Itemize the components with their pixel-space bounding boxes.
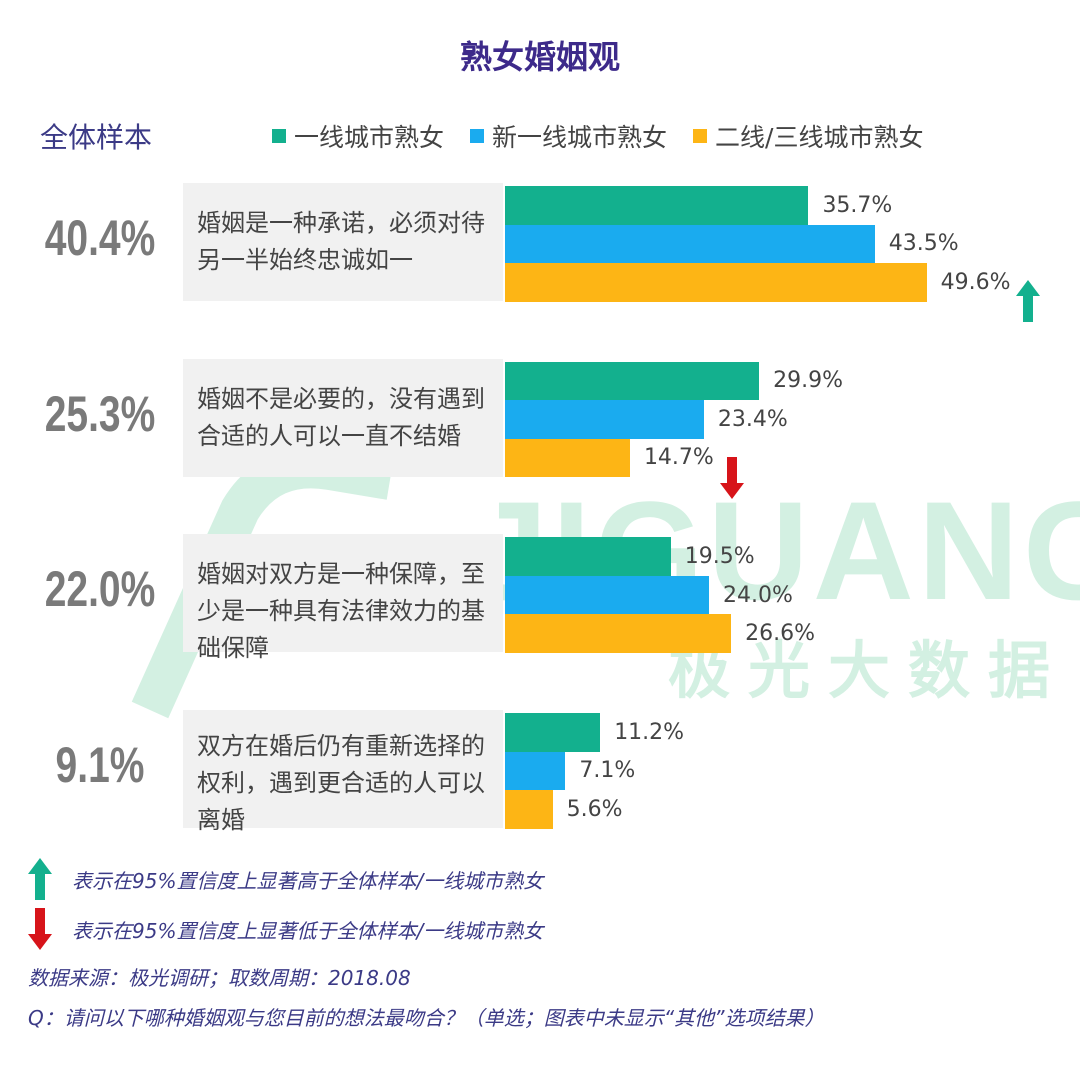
category-label: 双方在婚后仍有重新选择的权利，遇到更合适的人可以离婚	[197, 732, 485, 835]
bar	[505, 400, 704, 439]
legend-item: 二线/三线城市熟女	[693, 118, 923, 154]
legend-label: 二线/三线城市熟女	[715, 123, 924, 152]
note-text: 表示在95%置信度上显著低于全体样本/一线城市熟女	[72, 918, 544, 943]
value-label: 19.5%	[685, 537, 755, 576]
bar	[505, 361, 760, 401]
value-label: 29.9%	[773, 362, 843, 401]
value-label: 43.5%	[889, 225, 959, 264]
value-label-text: 24.0%	[723, 582, 793, 608]
value-label: 14.7%	[643, 439, 744, 499]
bar	[505, 713, 601, 752]
bar	[505, 790, 553, 829]
legend-swatch	[693, 129, 708, 143]
value-label: 26.6%	[745, 614, 815, 653]
category-box: 婚姻对双方是一种保障，至少是一种具有法律效力的基础保障	[183, 534, 503, 662]
legend-swatch	[470, 129, 485, 143]
total-label: 22.0%	[44, 561, 156, 618]
total-header: 全体样本	[40, 121, 153, 154]
bar	[505, 186, 809, 225]
category-box: 婚姻不是必要的，没有遇到合适的人可以一直不结婚	[183, 358, 503, 477]
watermark-sub: 极光大数据	[668, 637, 1069, 706]
significance-arrow	[719, 456, 744, 499]
bar	[505, 751, 566, 791]
legend: 一线城市熟女 新一线城市熟女 二线/三线城市熟女	[272, 118, 923, 154]
total-label: 40.4%	[44, 210, 156, 266]
value-label-text: 11.2%	[614, 719, 685, 745]
total-label: 9.1%	[55, 737, 145, 794]
value-label: 49.6%	[940, 263, 1041, 323]
value-label-text: 35.7%	[822, 192, 893, 218]
value-label: 7.1%	[579, 752, 635, 791]
chart-title: 熟女婚姻观	[459, 38, 620, 76]
note-row: 表示在95%置信度上显著高于全体样本/一线城市熟女	[28, 858, 543, 900]
question: Q：请问以下哪种婚姻观与您目前的想法最吻合？（单选；图表中未显示“其他”选项结果…	[28, 1006, 825, 1030]
value-label: 24.0%	[723, 576, 793, 615]
total-label: 25.3%	[44, 385, 156, 442]
value-label: 5.6%	[567, 790, 623, 829]
value-label-text: 29.9%	[773, 368, 844, 394]
bar	[505, 224, 875, 263]
value-label-text: 19.5%	[684, 544, 755, 570]
category-label: 婚姻是一种承诺，必须对待另一半始终忠诚如一	[197, 209, 485, 274]
bar	[505, 614, 732, 653]
significance-arrow	[28, 858, 52, 900]
value-label-text: 43.5%	[888, 231, 959, 257]
significance-arrow	[28, 908, 52, 950]
legend-item: 新一线城市熟女	[470, 118, 667, 154]
value-label-text: 14.7%	[643, 445, 714, 471]
category-box: 婚姻是一种承诺，必须对待另一半始终忠诚如一	[183, 183, 503, 301]
legend-swatch	[272, 129, 286, 143]
bar	[505, 537, 671, 576]
category-label: 婚姻对双方是一种保障，至少是一种具有法律效力的基础保障	[197, 560, 485, 663]
category-box: 双方在婚后仍有重新选择的权利，遇到更合适的人可以离婚	[183, 710, 503, 834]
value-label-text: 7.1%	[579, 758, 636, 784]
value-label-text: 26.6%	[745, 621, 815, 647]
value-label: 11.2%	[614, 713, 684, 752]
legend-item: 一线城市熟女	[272, 118, 444, 154]
category-label: 婚姻不是必要的，没有遇到合适的人可以一直不结婚	[197, 384, 485, 450]
value-label: 23.4%	[718, 400, 788, 439]
bar	[505, 263, 927, 302]
note-row: 表示在95%置信度上显著低于全体样本/一线城市熟女	[28, 908, 543, 950]
legend-label: 一线城市熟女	[294, 123, 445, 152]
value-label-text: 5.6%	[566, 796, 623, 822]
source: 数据来源：极光调研；取数周期：2018.08	[28, 966, 411, 990]
value-label: 35.7%	[822, 186, 892, 225]
legend-label: 新一线城市熟女	[492, 123, 668, 152]
value-label-text: 49.6%	[940, 269, 1011, 295]
significance-arrow	[1016, 280, 1041, 323]
bar	[505, 438, 630, 478]
bar	[505, 575, 709, 615]
value-label-text: 23.4%	[717, 406, 788, 432]
note-text: 表示在95%置信度上显著高于全体样本/一线城市熟女	[72, 868, 544, 893]
